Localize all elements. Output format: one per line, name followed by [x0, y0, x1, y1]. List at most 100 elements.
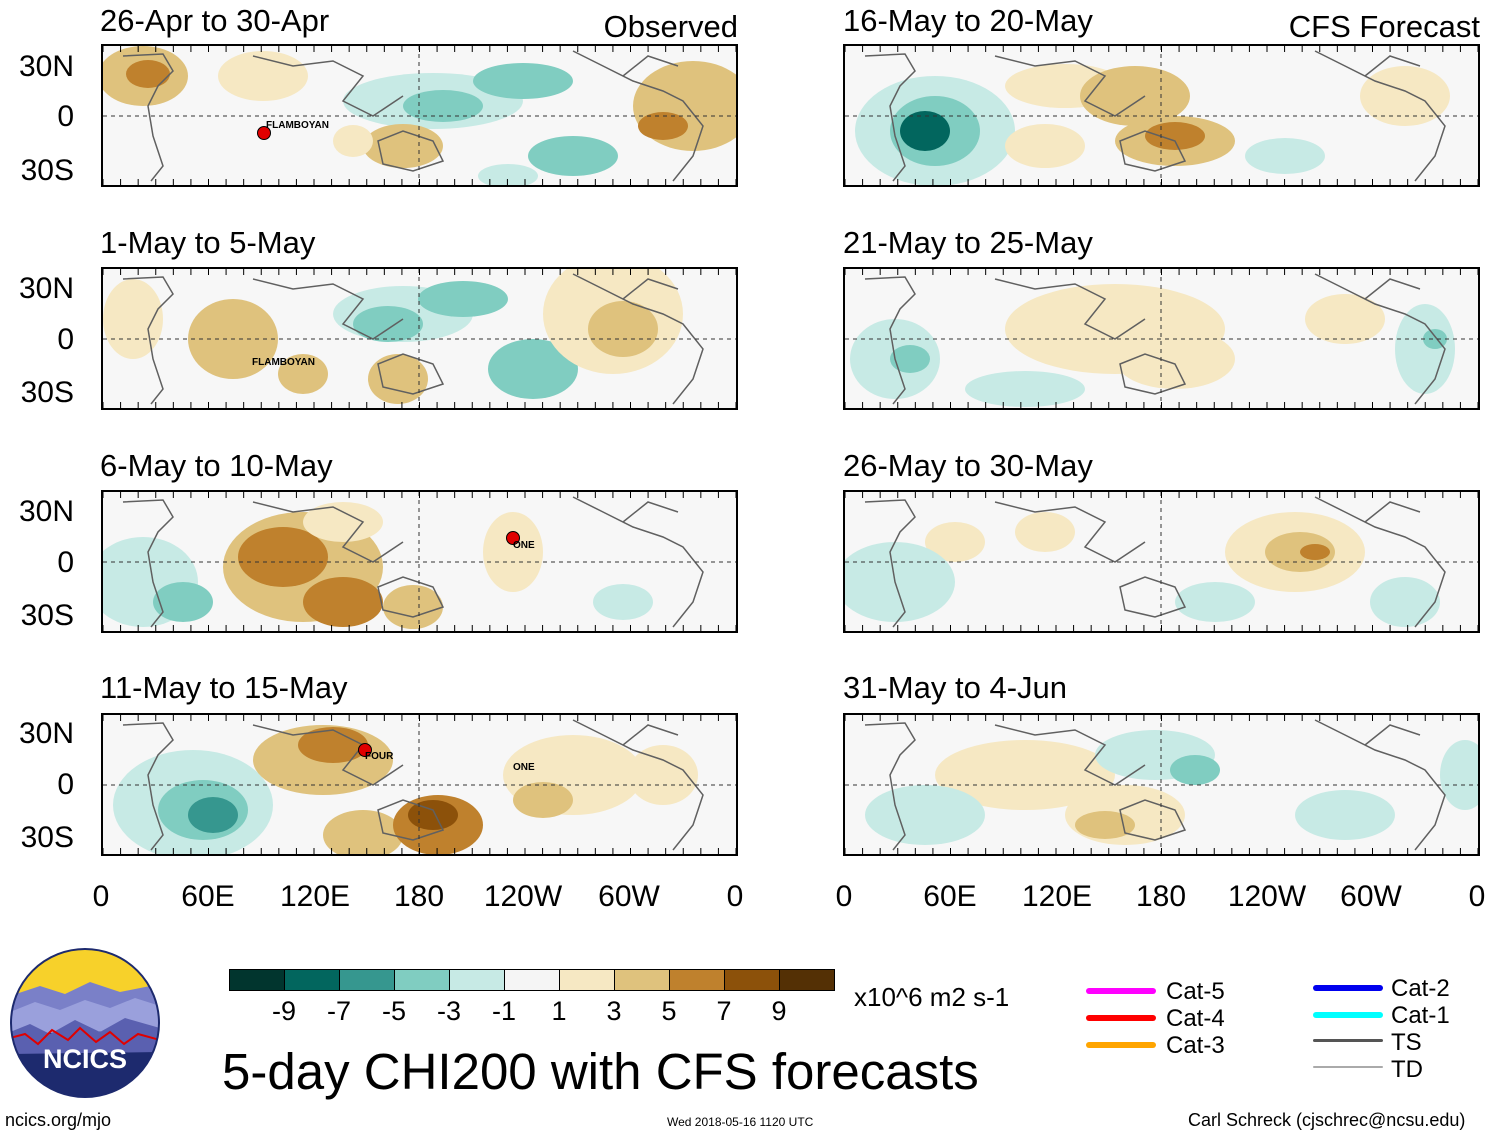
anomaly-map [845, 492, 1478, 631]
anomaly-blob [353, 306, 423, 342]
lat-label-30n: 30N [18, 50, 74, 83]
colorbar-tick-label: -9 [271, 996, 296, 1026]
colorbar-tick-label: 3 [606, 996, 622, 1026]
anomaly-blob [1175, 582, 1255, 622]
legend-line-cat-2 [1313, 985, 1383, 991]
coastline [1364, 501, 1421, 523]
anomaly-blob [1300, 544, 1330, 560]
lon-label-120w: 120W [1227, 880, 1307, 913]
coastline [377, 353, 445, 395]
colorbar-tick-label: 9 [771, 996, 787, 1026]
panel-title-right-1: 16-May to 20-May [843, 3, 1093, 38]
coastline [252, 278, 404, 340]
anomaly-blob [965, 371, 1085, 407]
colorbar-swatch [229, 969, 285, 991]
anomaly-blob [900, 111, 950, 151]
anomaly-blob [1370, 577, 1440, 627]
map-panel-observed-3 [101, 490, 738, 633]
anomaly-blob [935, 740, 1115, 810]
coastline [122, 722, 174, 851]
storm-marker [257, 126, 271, 140]
anomaly-blob [323, 810, 403, 854]
colorbar-tick-label: 7 [716, 996, 732, 1026]
legend-label-cat-2: Cat-2 [1391, 975, 1450, 1002]
legend-line-cat-1 [1313, 1012, 1383, 1018]
coastline [1364, 55, 1421, 77]
coastline [1364, 724, 1421, 746]
colorbar-tick-label: 1 [551, 996, 567, 1026]
legend-line-ts [1313, 1039, 1383, 1042]
coastline [122, 53, 174, 182]
coastline [1119, 130, 1187, 172]
panel-title-right-3: 26-May to 30-May [843, 448, 1093, 483]
coastline [1119, 799, 1187, 841]
coastline [122, 276, 174, 405]
coastline [622, 724, 679, 746]
coastline [994, 501, 1146, 563]
coastline [994, 278, 1146, 340]
anomaly-map [845, 715, 1478, 854]
ncics-logo-graphic [10, 948, 160, 1098]
lat-label-0: 0 [57, 323, 74, 356]
anomaly-blob [1075, 811, 1135, 839]
panel-title-right-2: 21-May to 25-May [843, 225, 1093, 260]
colorbar-swatch [669, 969, 725, 991]
colorbar-swatch [724, 969, 780, 991]
coastline [994, 55, 1146, 117]
anomaly-blob [333, 125, 373, 157]
anomaly-blob [865, 785, 985, 845]
coastline [572, 50, 704, 182]
colorbar-swatch [504, 969, 560, 991]
legend-line-cat-5 [1086, 988, 1156, 994]
anomaly-blob [593, 584, 653, 620]
anomaly-blob [628, 745, 698, 805]
lon-label-60e: 60E [923, 880, 977, 913]
coastline [1314, 50, 1446, 182]
lat-label-30n: 30N [18, 717, 74, 750]
storm-label-four: FOUR [365, 751, 394, 762]
anomaly-map [103, 715, 736, 854]
coastline [1314, 273, 1446, 405]
colorbar-tick-label: 5 [661, 996, 677, 1026]
anomaly-blob [1015, 512, 1075, 552]
lon-label-0: 0 [835, 880, 853, 913]
coastline [1314, 719, 1446, 851]
anomaly-blob [383, 585, 443, 629]
anomaly-blob [1145, 122, 1205, 150]
panel-title-right-4: 31-May to 4-Jun [843, 670, 1067, 705]
footer-site-link[interactable]: ncics.org/mjo [5, 1110, 112, 1130]
anomaly-blob [1395, 304, 1455, 394]
anomaly-blob [1170, 755, 1220, 785]
coastline [864, 499, 916, 628]
anomaly-blob [303, 577, 383, 627]
lon-label-120e: 120E [1021, 880, 1093, 913]
lat-label-30s: 30S [20, 599, 74, 632]
coastline [122, 499, 174, 628]
colorbar-tick-label: -1 [491, 996, 516, 1026]
anomaly-blob [298, 727, 368, 763]
colorbar-tick-label: -7 [326, 996, 351, 1026]
storm-label-one: ONE [513, 762, 535, 773]
coastline [1119, 576, 1187, 618]
map-panel-observed-4 [101, 713, 738, 856]
anomaly-blob [126, 60, 170, 88]
coastline [1364, 278, 1421, 300]
anomaly-blob [1080, 66, 1190, 126]
anomaly-blob [473, 63, 573, 99]
anomaly-blob [368, 354, 428, 404]
coastline [994, 724, 1146, 786]
anomaly-map [103, 269, 736, 408]
anomaly-blob [1440, 740, 1478, 810]
coastline [377, 130, 445, 172]
lat-label-30s: 30S [20, 154, 74, 187]
anomaly-blob [408, 800, 458, 830]
colorbar-swatch [779, 969, 835, 991]
colorbar-swatch [394, 969, 450, 991]
storm-label-flamboyan: FLAMBOYAN [252, 357, 315, 368]
anomaly-blob [478, 164, 538, 185]
anomaly-blob [103, 279, 163, 359]
ncics-logo-text: NCICS [42, 1044, 127, 1074]
coastline [377, 799, 445, 841]
legend-label-cat-1: Cat-1 [1391, 1002, 1450, 1029]
legend-line-td [1313, 1066, 1383, 1068]
